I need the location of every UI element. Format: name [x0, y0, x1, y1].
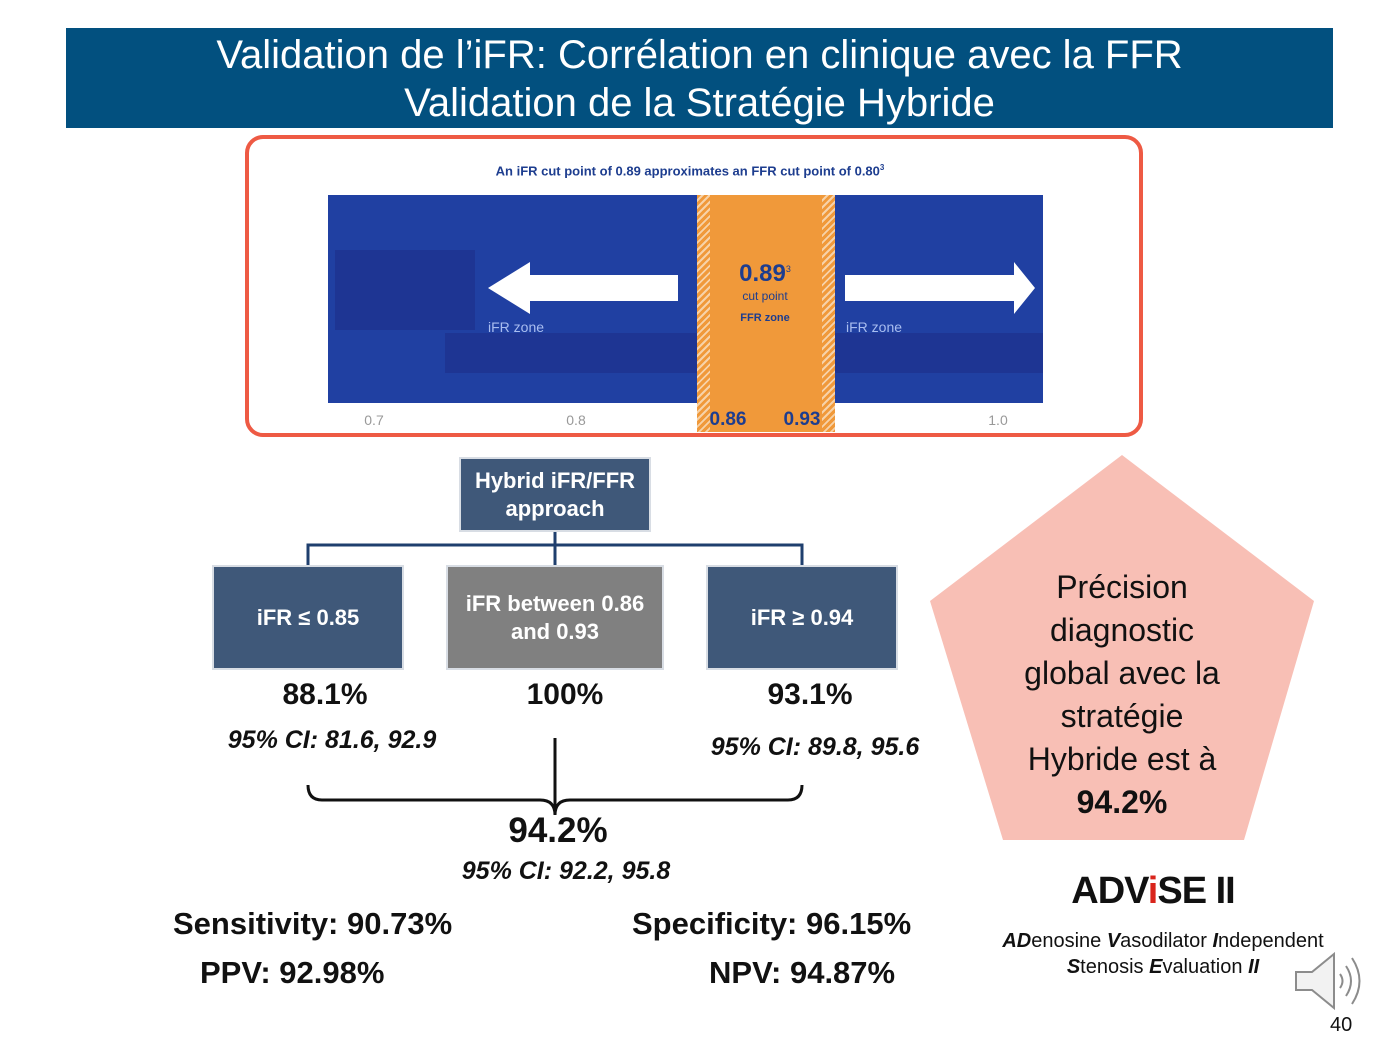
branch-label: iFR between 0.86 [465, 590, 645, 616]
word: ndependent [1218, 930, 1324, 952]
word: tenosis [1080, 956, 1150, 978]
overall-ci: 95% CI: 92.2, 95.8 [461, 857, 671, 885]
sound-waves [1339, 957, 1361, 1005]
title-line: Validation de la Stratégie Hybride [404, 81, 995, 125]
logo-expansion: Stenosis Evaluation II [963, 956, 1363, 979]
initial: I [1212, 930, 1219, 952]
logo-part: i [1147, 870, 1159, 912]
axis-label: 0.7 [364, 412, 384, 428]
initial: II [1248, 956, 1260, 978]
sensitivity: Sensitivity: 90.73% [173, 906, 453, 941]
axis-label: 0.8 [566, 412, 586, 428]
branch-box: iFR ≥ 0.94 [706, 565, 898, 670]
figure-frame [245, 135, 1143, 437]
branch-label: iFR ≤ 0.85 [256, 604, 360, 630]
speaker [1295, 951, 1335, 1011]
band-shade [445, 333, 697, 373]
branch-box: iFR ≤ 0.85 [212, 565, 404, 670]
zone-label: iFR zone [488, 319, 545, 335]
callout-text: Précision diagnostic global avec la stra… [990, 566, 1254, 824]
ppv: PPV: 92.98% [200, 955, 385, 990]
axis-label: 1.0 [988, 412, 1008, 428]
title-bar: Validation de l’iFR: Corrélation en clin… [66, 28, 1333, 128]
initial: V [1106, 930, 1121, 952]
root-line: approach [505, 495, 605, 521]
cut-label: cut point [742, 289, 788, 303]
branch-box: iFR between 0.86 and 0.93 [446, 565, 664, 670]
band-shade [835, 333, 1043, 373]
word: valuation [1162, 956, 1249, 978]
callout-line: Hybride est à [1027, 741, 1217, 777]
branch-result: 100% [526, 678, 604, 711]
logo-expansion: ADenosine Vasodilator Independent [963, 930, 1363, 953]
initial: S [1066, 956, 1081, 978]
title-line: Validation de l’iFR: Corrélation en clin… [216, 33, 1183, 77]
callout-line: global avec la [1024, 655, 1220, 691]
cut-superscript: 3 [785, 264, 791, 274]
zone-label: iFR zone [846, 319, 903, 335]
word: enosine [1031, 930, 1107, 952]
pentagon [930, 455, 1314, 840]
root-box: Hybrid iFR/FFR approach [459, 457, 651, 532]
branch-label: iFR ≥ 0.94 [750, 604, 854, 630]
cut-value: 0.89 [739, 260, 786, 287]
cut-point-value: 0.893 [705, 260, 825, 288]
branch-result: 93.1% [767, 678, 853, 711]
brace [306, 784, 804, 816]
figure-caption: An iFR cut point of 0.89 approximates an… [390, 163, 990, 178]
caption-text: An iFR cut point of 0.89 approximates an… [495, 163, 880, 179]
callout-line: diagnostic [1049, 612, 1195, 648]
axis-label: 0.86 [709, 409, 747, 430]
caption-superscript: 3 [879, 163, 885, 172]
zone-edge [697, 195, 710, 432]
left-arrow [488, 262, 678, 314]
ffr-zone-label: FFR zone [740, 312, 790, 324]
logo-part: ADV [1071, 870, 1149, 912]
root-line: Hybrid iFR/FFR [474, 467, 636, 493]
callout-line: Précision [1056, 569, 1188, 605]
arrows [488, 262, 1035, 314]
page-number: 40 [1330, 1014, 1353, 1036]
zone-edge [822, 195, 835, 432]
specificity: Specificity: 96.15% [632, 906, 912, 941]
branch-label: and 0.93 [510, 618, 600, 644]
word: asodilator [1120, 930, 1213, 952]
npv: NPV: 94.87% [709, 955, 896, 990]
initial: AD [1002, 930, 1032, 952]
band-shade [335, 250, 475, 330]
right-arrow [845, 262, 1035, 314]
callout-line: stratégie [1060, 698, 1184, 734]
ffr-zone [697, 195, 835, 432]
branch-ci: 95% CI: 89.8, 95.6 [710, 733, 920, 761]
branch-ci: 95% CI: 81.6, 92.9 [227, 726, 437, 754]
axis-label: 0.93 [783, 409, 821, 430]
branch-result: 88.1% [282, 678, 368, 711]
overall-result: 94.2% [508, 811, 608, 850]
audio-icon[interactable] [1290, 950, 1370, 1012]
logo-part: SE II [1157, 870, 1235, 912]
logo: ADViSE II [1023, 870, 1283, 913]
connector [306, 543, 804, 565]
callout-line: 94.2% [1076, 784, 1168, 820]
initial: E [1149, 956, 1163, 978]
